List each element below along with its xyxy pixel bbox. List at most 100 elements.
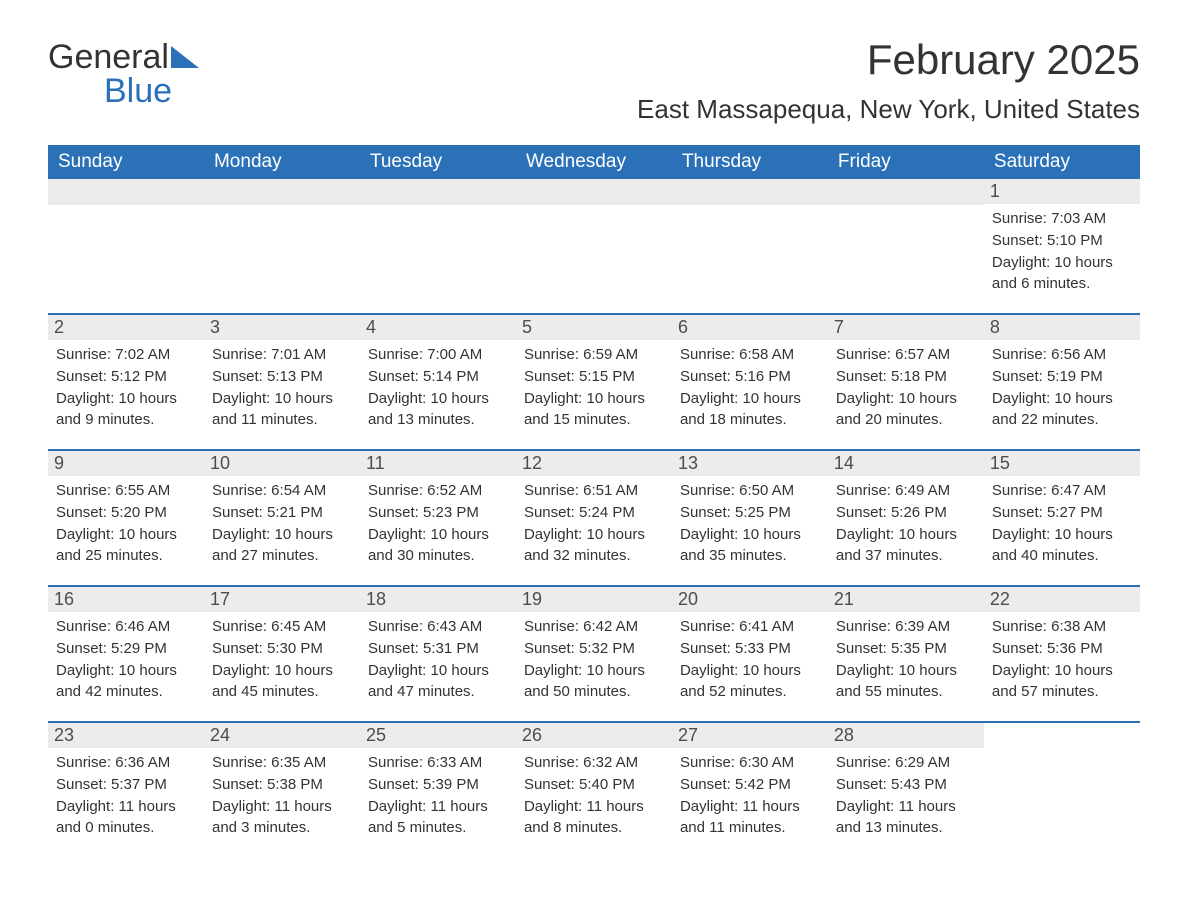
- day-cell: 21Sunrise: 6:39 AMSunset: 5:35 PMDayligh…: [828, 585, 984, 721]
- sunrise-line: Sunrise: 6:41 AM: [680, 616, 820, 638]
- day-cell: 20Sunrise: 6:41 AMSunset: 5:33 PMDayligh…: [672, 585, 828, 721]
- day-info: Sunrise: 6:30 AMSunset: 5:42 PMDaylight:…: [678, 752, 822, 839]
- day-cell: [828, 179, 984, 313]
- dow-thursday: Thursday: [672, 145, 828, 179]
- sunset-line: Sunset: 5:30 PM: [212, 638, 352, 660]
- sunset-line: Sunset: 5:35 PM: [836, 638, 976, 660]
- dow-friday: Friday: [828, 145, 984, 179]
- daynum-empty: [828, 179, 984, 205]
- day-number: 7: [828, 315, 984, 340]
- day-number: 17: [204, 587, 360, 612]
- day-number: 3: [204, 315, 360, 340]
- daylight-line: Daylight: 11 hours and 0 minutes.: [56, 796, 196, 840]
- day-number: 23: [48, 723, 204, 748]
- sunrise-line: Sunrise: 6:38 AM: [992, 616, 1132, 638]
- day-cell: 22 Sunrise: 6:38 AMSunset: 5:36 PMDayligh…: [984, 585, 1140, 721]
- day-cell: 14Sunrise: 6:49 AMSunset: 5:26 PMDayligh…: [828, 449, 984, 585]
- day-cell: [360, 179, 516, 313]
- sunrise-line: Sunrise: 6:36 AM: [56, 752, 196, 774]
- day-number: 24: [204, 723, 360, 748]
- daylight-line: Daylight: 11 hours and 5 minutes.: [368, 796, 508, 840]
- day-cell: 6Sunrise: 6:58 AMSunset: 5:16 PMDaylight…: [672, 313, 828, 449]
- daylight-line: Daylight: 10 hours and 15 minutes.: [524, 388, 664, 432]
- sunset-line: Sunset: 5:29 PM: [56, 638, 196, 660]
- sunrise-line: Sunrise: 6:30 AM: [680, 752, 820, 774]
- sunset-line: Sunset: 5:23 PM: [368, 502, 508, 524]
- sunrise-line: Sunrise: 7:01 AM: [212, 344, 352, 366]
- logo: General Blue: [48, 36, 199, 108]
- sunset-line: Sunset: 5:15 PM: [524, 366, 664, 388]
- day-number: 18: [360, 587, 516, 612]
- day-number: 22: [984, 587, 1140, 612]
- daylight-line: Daylight: 11 hours and 3 minutes.: [212, 796, 352, 840]
- daylight-line: Daylight: 10 hours and 30 minutes.: [368, 524, 508, 568]
- week-row: 9Sunrise: 6:55 AMSunset: 5:20 PMDaylight…: [48, 449, 1140, 585]
- sunset-line: Sunset: 5:42 PM: [680, 774, 820, 796]
- day-info: Sunrise: 6:39 AMSunset: 5:35 PMDaylight:…: [834, 616, 978, 703]
- sunset-line: Sunset: 5:25 PM: [680, 502, 820, 524]
- sunset-line: Sunset: 5:27 PM: [992, 502, 1132, 524]
- sunrise-line: Sunrise: 6:59 AM: [524, 344, 664, 366]
- daylight-line: Daylight: 10 hours and 11 minutes.: [212, 388, 352, 432]
- daylight-line: Daylight: 11 hours and 13 minutes.: [836, 796, 976, 840]
- week-row: 23Sunrise: 6:36 AMSunset: 5:37 PMDayligh…: [48, 721, 1140, 857]
- daylight-line: Daylight: 10 hours and 45 minutes.: [212, 660, 352, 704]
- day-cell: 9Sunrise: 6:55 AMSunset: 5:20 PMDaylight…: [48, 449, 204, 585]
- day-info: Sunrise: 6:59 AMSunset: 5:15 PMDaylight:…: [522, 344, 666, 431]
- sunrise-line: Sunrise: 7:03 AM: [992, 208, 1132, 230]
- day-cell: [48, 179, 204, 313]
- sunrise-line: Sunrise: 6:43 AM: [368, 616, 508, 638]
- daynum-empty: [48, 179, 204, 205]
- day-info: Sunrise: 6:57 AMSunset: 5:18 PMDaylight:…: [834, 344, 978, 431]
- logo-text: General Blue: [48, 36, 199, 108]
- day-number: 25: [360, 723, 516, 748]
- daylight-line: Daylight: 10 hours and 22 minutes.: [992, 388, 1132, 432]
- day-info: Sunrise: 7:01 AMSunset: 5:13 PMDaylight:…: [210, 344, 354, 431]
- day-cell: 12Sunrise: 6:51 AMSunset: 5:24 PMDayligh…: [516, 449, 672, 585]
- sunrise-line: Sunrise: 7:00 AM: [368, 344, 508, 366]
- daynum-empty: [360, 179, 516, 205]
- day-info: Sunrise: 7:02 AMSunset: 5:12 PMDaylight:…: [54, 344, 198, 431]
- day-cell: 4Sunrise: 7:00 AMSunset: 5:14 PMDaylight…: [360, 313, 516, 449]
- day-info: Sunrise: 6:52 AMSunset: 5:23 PMDaylight:…: [366, 480, 510, 567]
- day-cell: [984, 721, 1140, 857]
- daylight-line: Daylight: 10 hours and 27 minutes.: [212, 524, 352, 568]
- day-cell: 15Sunrise: 6:47 AMSunset: 5:27 PMDayligh…: [984, 449, 1140, 585]
- week-row: 2Sunrise: 7:02 AMSunset: 5:12 PMDaylight…: [48, 313, 1140, 449]
- day-number: 13: [672, 451, 828, 476]
- day-number: 20: [672, 587, 828, 612]
- day-cell: [516, 179, 672, 313]
- sunrise-line: Sunrise: 6:50 AM: [680, 480, 820, 502]
- sunrise-line: Sunrise: 6:49 AM: [836, 480, 976, 502]
- sunset-line: Sunset: 5:36 PM: [992, 638, 1132, 660]
- day-number: 26: [516, 723, 672, 748]
- flag-icon: [171, 40, 199, 74]
- day-info: Sunrise: 6:54 AMSunset: 5:21 PMDaylight:…: [210, 480, 354, 567]
- dow-saturday: Saturday: [984, 145, 1140, 179]
- daylight-line: Daylight: 10 hours and 57 minutes.: [992, 660, 1132, 704]
- day-number: 14: [828, 451, 984, 476]
- calendar-body: 1Sunrise: 7:03 AMSunset: 5:10 PMDaylight…: [48, 179, 1140, 857]
- daylight-line: Daylight: 10 hours and 6 minutes.: [992, 252, 1132, 296]
- sunrise-line: Sunrise: 6:54 AM: [212, 480, 352, 502]
- sunset-line: Sunset: 5:37 PM: [56, 774, 196, 796]
- sunrise-line: Sunrise: 6:58 AM: [680, 344, 820, 366]
- day-cell: 17 Sunrise: 6:45 AMSunset: 5:30 PMDayligh…: [204, 585, 360, 721]
- sunrise-line: Sunrise: 6:29 AM: [836, 752, 976, 774]
- sunset-line: Sunset: 5:13 PM: [212, 366, 352, 388]
- day-number: 5: [516, 315, 672, 340]
- sunset-line: Sunset: 5:39 PM: [368, 774, 508, 796]
- sunset-line: Sunset: 5:19 PM: [992, 366, 1132, 388]
- location: East Massapequa, New York, United States: [637, 94, 1140, 125]
- sunrise-line: Sunrise: 6:46 AM: [56, 616, 196, 638]
- logo-text-1: General: [48, 38, 169, 76]
- sunset-line: Sunset: 5:33 PM: [680, 638, 820, 660]
- sunset-line: Sunset: 5:18 PM: [836, 366, 976, 388]
- daylight-line: Daylight: 11 hours and 8 minutes.: [524, 796, 664, 840]
- daylight-line: Daylight: 10 hours and 47 minutes.: [368, 660, 508, 704]
- daynum-empty: [204, 179, 360, 205]
- daylight-line: Daylight: 10 hours and 37 minutes.: [836, 524, 976, 568]
- day-cell: 7 Sunrise: 6:57 AMSunset: 5:18 PMDaylight…: [828, 313, 984, 449]
- day-info: Sunrise: 6:47 AMSunset: 5:27 PMDaylight:…: [990, 480, 1134, 567]
- sunrise-line: Sunrise: 6:45 AM: [212, 616, 352, 638]
